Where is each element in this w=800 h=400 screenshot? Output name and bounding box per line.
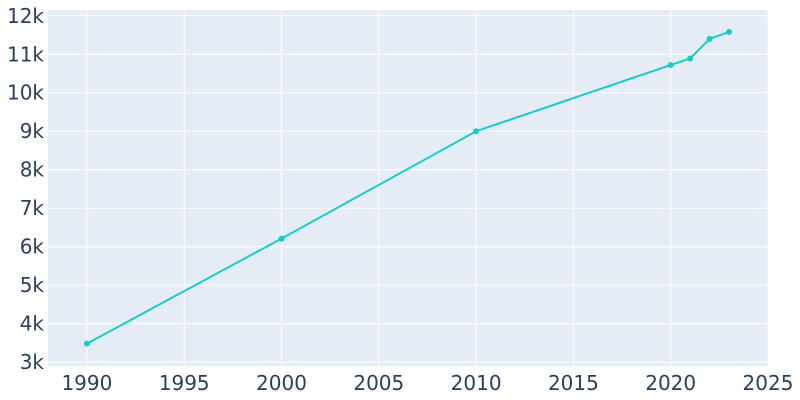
data-point	[278, 235, 285, 242]
y-tick-label: 8k	[20, 158, 45, 182]
y-tick-label: 6k	[20, 235, 45, 259]
data-point	[473, 128, 480, 135]
series-group	[83, 28, 733, 347]
y-tick-label: 3k	[20, 350, 45, 374]
y-tick-label: 10k	[7, 81, 44, 105]
x-gridlines	[86, 10, 769, 366]
y-tick-label: 11k	[7, 42, 44, 66]
data-point	[726, 28, 733, 35]
data-point	[83, 340, 90, 347]
data-point	[667, 62, 674, 69]
y-tick-label: 4k	[20, 312, 45, 336]
y-tick-label: 7k	[20, 196, 45, 220]
x-tick-label: 2010	[451, 371, 502, 395]
data-point	[706, 35, 713, 42]
x-tick-label: 1995	[159, 371, 210, 395]
plot-area	[48, 10, 768, 366]
y-tick-label: 9k	[20, 119, 45, 143]
x-tick-label: 2025	[743, 371, 794, 395]
x-tick-label: 1990	[61, 371, 112, 395]
x-tick-label: 2000	[256, 371, 307, 395]
x-tick-label: 2015	[548, 371, 599, 395]
x-tick-label: 2020	[645, 371, 696, 395]
data-point	[687, 55, 694, 62]
y-tick-label: 5k	[20, 273, 45, 297]
x-tick-label: 2005	[353, 371, 404, 395]
y-tick-label: 12k	[7, 4, 44, 28]
x-axis-tick-labels: 1990 1995 2000 2005 2010 2015 2020 2025	[61, 371, 793, 395]
y-axis-tick-labels: 3k 4k 5k 6k 7k 8k 9k 10k 11k 12k	[7, 4, 44, 374]
